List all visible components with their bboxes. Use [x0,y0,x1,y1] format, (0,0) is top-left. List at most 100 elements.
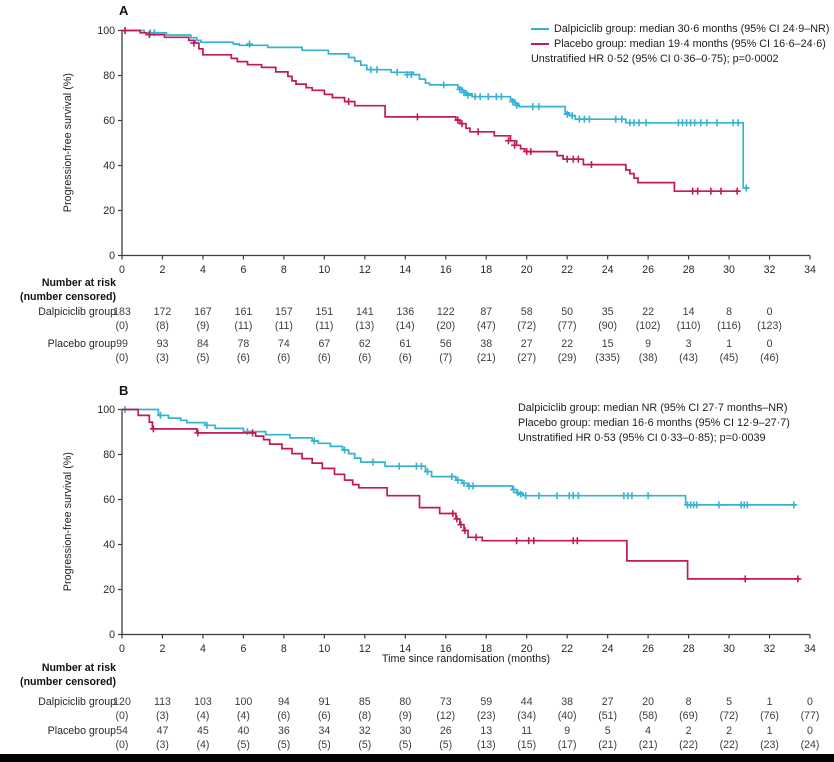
svg-text:40: 40 [103,539,115,551]
svg-text:20: 20 [521,643,533,655]
svg-text:14: 14 [399,643,411,655]
risk-count-cell: 22 [642,306,654,318]
risk-censored-cell: (5) [358,739,372,751]
risk-count-cell: 5 [604,725,611,737]
risk-count-cell: 44 [520,696,533,708]
risk-count-cell: 94 [277,696,290,708]
risk-count-cell: 56 [439,338,452,350]
risk-censored-cell: (6) [398,352,412,364]
risk-count-cell: 8 [726,306,732,318]
risk-count-cell: 27 [520,338,533,350]
risk-count-cell: 73 [439,696,452,708]
risk-censored-cell: (3) [155,710,169,722]
risk-count-cell: 0 [766,338,773,350]
risk-censored-cell: (21) [476,352,496,364]
risk-censored-cell: (21) [598,739,618,751]
risk-count-cell: 183 [113,306,131,318]
risk-censored-cell: (23) [760,739,779,751]
risk-count-cell: 93 [156,338,169,350]
svg-text:60: 60 [103,115,115,127]
risk-censored-cell: (0) [115,320,129,332]
risk-count-cell: 32 [358,725,371,737]
svg-text:24: 24 [602,643,614,655]
risk-censored-cell: (5) [398,739,412,751]
svg-text:100: 100 [97,404,115,416]
risk-count-cell: 34 [318,725,331,737]
risk-censored-cell: (40) [557,710,577,722]
risk-count-cell: 136 [396,306,415,318]
risk-row-label-placebo: Placebo group [47,338,116,350]
risk-count-cell: 1 [726,338,732,350]
risk-count-cell: 54 [116,725,128,737]
svg-text:34: 34 [804,264,816,276]
svg-text:32: 32 [764,643,776,655]
risk-censored-cell: (6) [317,352,331,364]
risk-count-cell: 84 [197,338,209,350]
svg-text:6: 6 [240,264,246,276]
risk-count-cell: 91 [318,696,331,708]
risk-censored-cell: (77) [800,710,820,722]
svg-text:22: 22 [561,643,573,655]
legend-line-hr: Unstratified HR 0·53 (95% CI 0·33–0·85);… [518,430,790,445]
risk-censored-cell: (29) [557,352,577,364]
panel-b-label: B [119,383,129,398]
svg-text:10: 10 [318,264,330,276]
risk-count-cell: 36 [277,725,290,737]
risk-censored-cell: (17) [557,739,577,751]
risk-count-cell: 4 [645,725,652,737]
svg-text:80: 80 [103,70,115,82]
svg-text:30: 30 [723,264,735,276]
svg-text:8: 8 [281,264,287,276]
risk-count-cell: 38 [480,338,493,350]
risk-count-cell: 78 [237,338,250,350]
risk-count-cell: 13 [480,725,493,737]
panel-a-y-axis-title: Progression-free survival (%) [60,30,76,256]
svg-text:16: 16 [440,643,452,655]
risk-count-cell: 45 [197,725,209,737]
risk-censored-cell: (4) [196,739,210,751]
risk-count-cell: 151 [315,306,334,318]
risk-count-cell: 11 [521,725,533,737]
risk-row-label-placebo: Placebo group [47,725,116,737]
svg-text:12: 12 [359,643,371,655]
svg-text:10: 10 [318,643,330,655]
risk-censored-cell: (6) [236,352,250,364]
risk-censored-cell: (76) [760,710,779,722]
risk-count-cell: 103 [194,696,212,708]
risk-censored-cell: (5) [317,739,331,751]
risk-censored-cell: (0) [115,710,129,722]
risk-censored-cell: (6) [317,710,331,722]
panel-a-label: A [119,3,129,18]
legend-text: Unstratified HR 0·53 (95% CI 0·33–0·85);… [518,431,766,444]
risk-censored-cell: (90) [598,320,618,332]
panel-a-legend: Dalpiciclib group: median 30·6 months (9… [531,21,829,66]
risk-censored-cell: (43) [679,352,698,364]
risk-count-cell: 27 [601,696,614,708]
svg-text:100: 100 [97,25,115,37]
risk-count-cell: 74 [277,338,290,350]
svg-text:2: 2 [160,643,166,655]
legend-text: Placebo group: median 16·6 months (95% C… [518,416,790,429]
risk-table-header: Number at risk [41,277,116,289]
risk-count-cell: 15 [601,338,614,350]
dalpiciclib-line-swatch-icon [531,27,549,30]
panel-b-y-axis-title: Progression-free survival (%) [60,409,76,635]
risk-count-cell: 87 [480,306,493,318]
risk-count-cell: 20 [642,696,654,708]
risk-censored-cell: (4) [196,710,210,722]
risk-censored-cell: (0) [115,352,129,364]
risk-count-cell: 30 [399,725,412,737]
legend-text: Placebo group: median 19·4 months (95% C… [554,37,826,50]
risk-censored-cell: (9) [196,320,210,332]
svg-text:24: 24 [602,264,614,276]
y-axis-title-text: Progression-free survival (%) [62,73,74,213]
risk-censored-cell: (21) [638,739,658,751]
svg-text:60: 60 [103,494,115,506]
risk-count-cell: 3 [685,338,692,350]
risk-censored-cell: (110) [676,320,701,332]
risk-count-cell: 85 [358,696,371,708]
risk-count-cell: 141 [355,306,374,318]
risk-count-cell: 1 [766,725,773,737]
risk-count-cell: 99 [116,338,128,350]
